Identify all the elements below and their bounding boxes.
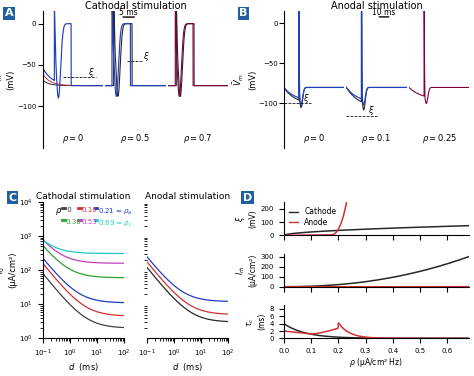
Text: $\rho = 0$: $\rho = 0$ — [303, 132, 325, 145]
Text: $\rho$: $\rho$ — [55, 206, 62, 217]
Title: Anodal stimulation: Anodal stimulation — [331, 0, 422, 11]
Text: 0.36: 0.36 — [65, 219, 81, 225]
Title: Cathodal stimulation: Cathodal stimulation — [84, 0, 186, 11]
Text: A: A — [5, 8, 13, 18]
Text: C: C — [9, 193, 17, 203]
Title: Anodal stimulation: Anodal stimulation — [145, 192, 230, 201]
Text: 0.53: 0.53 — [82, 219, 97, 225]
Y-axis label: $I_0$
(μA/cm²): $I_0$ (μA/cm²) — [0, 252, 18, 288]
X-axis label: $d$  (ms): $d$ (ms) — [172, 361, 203, 373]
Text: D: D — [243, 193, 252, 203]
Title: Cathodal stimulation: Cathodal stimulation — [36, 192, 130, 201]
Y-axis label: $\bar{V}_m$
(mV): $\bar{V}_m$ (mV) — [232, 69, 257, 89]
Text: 0.69 = $\rho_c$: 0.69 = $\rho_c$ — [98, 219, 133, 229]
Text: $\rho = 0.5$: $\rho = 0.5$ — [120, 132, 150, 145]
Text: 5 ms: 5 ms — [119, 8, 138, 17]
Text: 10 ms: 10 ms — [373, 8, 396, 17]
Text: 0.10: 0.10 — [82, 207, 98, 213]
Text: $\rho = 0.25$: $\rho = 0.25$ — [422, 132, 456, 145]
Y-axis label: $I_{rh}$
(μA/cm²): $I_{rh}$ (μA/cm²) — [235, 253, 258, 287]
Y-axis label: $\bar{V}_m$
(mV): $\bar{V}_m$ (mV) — [0, 69, 16, 89]
Text: $\xi$: $\xi$ — [88, 66, 94, 79]
X-axis label: $d$  (ms): $d$ (ms) — [68, 361, 99, 373]
Text: $\xi$: $\xi$ — [302, 92, 310, 105]
Text: 0: 0 — [65, 207, 72, 213]
Y-axis label: $\tau_c$
(ms): $\tau_c$ (ms) — [246, 313, 267, 331]
Legend: Cathode, Anode: Cathode, Anode — [288, 206, 338, 229]
X-axis label: $\rho$ (μA/cm² Hz): $\rho$ (μA/cm² Hz) — [349, 356, 403, 368]
Text: B: B — [239, 8, 248, 18]
Text: 0.21 = $\rho_a$: 0.21 = $\rho_a$ — [98, 207, 133, 217]
Text: $\rho = 0.7$: $\rho = 0.7$ — [183, 132, 213, 145]
Text: $\xi$: $\xi$ — [143, 50, 149, 63]
Text: $\xi$: $\xi$ — [368, 104, 375, 117]
Text: $\rho = 0.1$: $\rho = 0.1$ — [362, 132, 392, 145]
Y-axis label: $\xi$
(mV): $\xi$ (mV) — [234, 209, 258, 228]
Text: $\rho = 0$: $\rho = 0$ — [62, 132, 84, 145]
